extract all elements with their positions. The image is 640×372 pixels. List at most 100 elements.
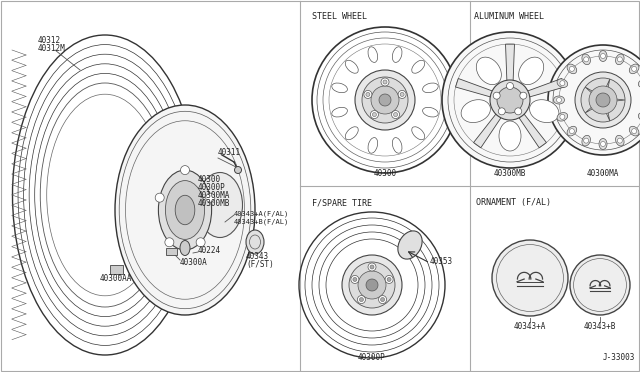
Circle shape	[371, 86, 399, 114]
Ellipse shape	[599, 138, 607, 150]
Circle shape	[499, 108, 505, 115]
Circle shape	[381, 298, 385, 302]
Ellipse shape	[345, 60, 358, 73]
Circle shape	[394, 113, 397, 116]
Circle shape	[360, 298, 364, 302]
Circle shape	[618, 138, 622, 143]
Circle shape	[392, 110, 399, 119]
Ellipse shape	[582, 54, 591, 65]
Circle shape	[520, 92, 527, 99]
Circle shape	[379, 94, 391, 106]
Polygon shape	[585, 101, 600, 113]
Circle shape	[557, 97, 561, 103]
Ellipse shape	[180, 241, 190, 256]
Circle shape	[349, 262, 395, 308]
Circle shape	[342, 255, 402, 315]
Ellipse shape	[567, 126, 577, 136]
Text: 40300MA: 40300MA	[198, 191, 230, 200]
Circle shape	[492, 240, 568, 316]
Ellipse shape	[554, 96, 564, 104]
Ellipse shape	[629, 64, 639, 74]
Polygon shape	[513, 106, 547, 148]
Ellipse shape	[398, 231, 422, 259]
Text: 40311: 40311	[218, 148, 241, 157]
Circle shape	[234, 167, 241, 173]
Circle shape	[387, 278, 391, 282]
Ellipse shape	[392, 138, 402, 153]
Circle shape	[618, 57, 622, 62]
Ellipse shape	[412, 60, 425, 73]
Ellipse shape	[392, 47, 402, 62]
Circle shape	[442, 32, 578, 168]
Circle shape	[548, 45, 640, 155]
Text: STEEL WHEEL: STEEL WHEEL	[312, 12, 367, 21]
Polygon shape	[518, 78, 564, 100]
Ellipse shape	[582, 135, 591, 146]
Circle shape	[364, 90, 372, 99]
Polygon shape	[607, 98, 625, 102]
Circle shape	[632, 129, 637, 134]
Ellipse shape	[422, 108, 438, 117]
Circle shape	[366, 92, 370, 96]
Text: 40312: 40312	[38, 36, 61, 45]
Ellipse shape	[638, 113, 640, 121]
Circle shape	[560, 114, 565, 119]
Ellipse shape	[616, 54, 624, 65]
Text: 40343+B(F/AL): 40343+B(F/AL)	[234, 218, 289, 224]
Polygon shape	[474, 106, 507, 148]
Ellipse shape	[246, 230, 264, 254]
Circle shape	[368, 263, 376, 271]
Text: 40343+A(F/AL): 40343+A(F/AL)	[234, 210, 289, 217]
Ellipse shape	[115, 105, 255, 315]
Circle shape	[355, 70, 415, 130]
Ellipse shape	[332, 83, 348, 93]
Text: 40300AA: 40300AA	[100, 274, 132, 283]
Circle shape	[596, 93, 610, 107]
Text: 40300: 40300	[373, 169, 397, 178]
Ellipse shape	[476, 57, 501, 84]
Circle shape	[353, 278, 357, 282]
Circle shape	[400, 92, 404, 96]
Ellipse shape	[616, 135, 624, 146]
Ellipse shape	[412, 127, 425, 140]
Polygon shape	[603, 104, 610, 121]
Circle shape	[570, 255, 630, 315]
Text: 40312M: 40312M	[38, 44, 66, 53]
Text: 40343: 40343	[246, 252, 269, 261]
Circle shape	[490, 80, 530, 120]
Ellipse shape	[332, 108, 348, 117]
Circle shape	[362, 77, 408, 123]
Ellipse shape	[461, 100, 490, 122]
Bar	[110, 265, 123, 274]
Circle shape	[372, 113, 376, 116]
Polygon shape	[603, 79, 610, 96]
Circle shape	[351, 275, 359, 283]
Ellipse shape	[422, 83, 438, 93]
Circle shape	[370, 265, 374, 269]
Circle shape	[357, 296, 365, 304]
Text: ORNAMENT (F/AL): ORNAMENT (F/AL)	[476, 198, 551, 207]
Text: F/SPARE TIRE: F/SPARE TIRE	[312, 198, 372, 207]
Circle shape	[156, 193, 164, 202]
Ellipse shape	[165, 180, 205, 240]
Ellipse shape	[499, 121, 521, 151]
Ellipse shape	[175, 195, 195, 225]
Ellipse shape	[518, 57, 544, 84]
Text: 40343+A: 40343+A	[514, 322, 546, 331]
Bar	[166, 248, 177, 255]
Circle shape	[366, 279, 378, 291]
Ellipse shape	[599, 51, 607, 61]
Polygon shape	[456, 78, 502, 100]
Circle shape	[358, 271, 386, 299]
Circle shape	[575, 72, 631, 128]
Circle shape	[379, 296, 387, 304]
Ellipse shape	[629, 126, 639, 136]
Ellipse shape	[159, 170, 212, 250]
Ellipse shape	[557, 79, 568, 87]
Text: 40300A: 40300A	[180, 258, 208, 267]
Circle shape	[570, 66, 574, 71]
Ellipse shape	[368, 47, 378, 62]
Circle shape	[632, 66, 637, 71]
Polygon shape	[585, 87, 600, 99]
Circle shape	[180, 166, 189, 174]
